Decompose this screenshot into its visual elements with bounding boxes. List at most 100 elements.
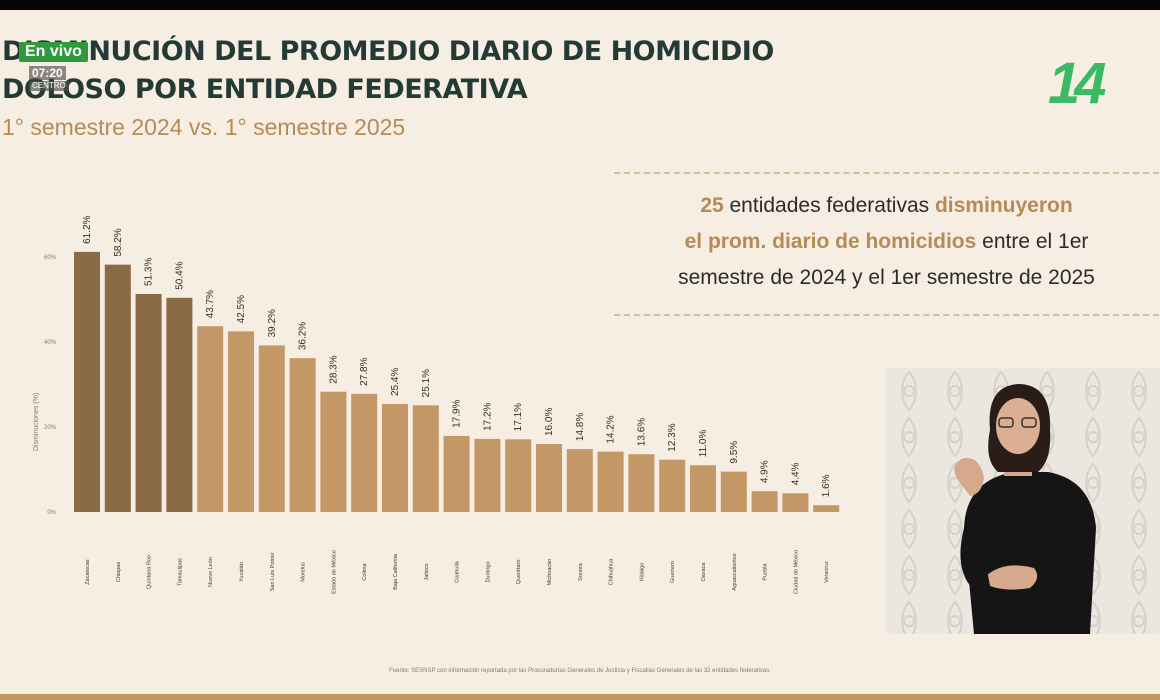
category-label: Baja California <box>393 553 399 590</box>
y-axis-label: Disminuciones (%) <box>33 393 40 451</box>
channel-logo: 14 <box>1048 51 1106 116</box>
category-label: San Luis Potosí <box>270 552 276 591</box>
bar <box>782 493 809 512</box>
bar <box>289 358 316 512</box>
category-label: Puebla <box>763 563 769 581</box>
bar <box>228 331 254 512</box>
title-line-1: DISMINUCIÓN DEL PROMEDIO DIARIO DE HOMIC… <box>2 36 774 67</box>
category-label: Guerrero <box>670 561 676 583</box>
bar-value-label: 13.6% <box>636 418 647 446</box>
bar-value-label: 17.9% <box>452 399 463 427</box>
category-label: Quintana Roo <box>147 555 153 589</box>
bar-value-label: 12.3% <box>667 423 678 451</box>
summary-part-2: entre el 1er <box>976 230 1089 253</box>
bar <box>351 393 378 512</box>
bar <box>166 297 193 512</box>
bar-value-label: 42.5% <box>236 295 247 323</box>
category-label: Estado de México <box>331 550 337 594</box>
y-tick-label: 60% <box>44 255 57 261</box>
bar-value-label: 51.3% <box>144 258 155 286</box>
bar-value-label: 50.4% <box>174 261 185 289</box>
y-tick-label: 40% <box>44 340 57 346</box>
bar-value-label: 27.8% <box>359 357 370 385</box>
category-label: Ciudad de México <box>793 550 799 594</box>
bar <box>474 438 501 512</box>
bar-value-label: 14.8% <box>575 413 586 441</box>
bar-value-label: 14.2% <box>606 415 617 443</box>
summary-number: 25 <box>700 194 724 217</box>
bar-chart: 60% 40% 20% 0% Disminuciones (%) 61.2% Zacatec… <box>33 215 840 594</box>
category-label: Hidalgo <box>639 563 645 582</box>
bar <box>258 345 285 512</box>
bar <box>813 505 840 512</box>
bar <box>412 405 439 512</box>
category-label: Michoacán <box>547 559 553 586</box>
sign-language-interpreter <box>886 368 1160 634</box>
bar <box>690 465 716 512</box>
live-badge: En vivo <box>19 42 88 62</box>
bar <box>197 326 224 512</box>
summary-text: 25 entidades federativas disminuyeron el… <box>614 188 1159 296</box>
bar-value-label: 1.6% <box>821 474 832 497</box>
category-label: Chiapas <box>116 562 122 582</box>
bar-value-label: 11.0% <box>698 430 709 458</box>
category-label: Querétaro <box>516 560 522 585</box>
interpreter-video-icon <box>886 368 1160 634</box>
bar <box>505 439 532 512</box>
page-subtitle: 1° semestre 2024 vs. 1° semestre 2025 <box>2 114 406 140</box>
live-zone: CENTRO <box>29 81 69 91</box>
category-label: Coahuila <box>455 560 461 583</box>
bar <box>597 451 624 512</box>
bar-value-label: 25.4% <box>390 368 401 396</box>
title-line-2: DOLOSO POR ENTIDAD FEDERATIVA <box>2 74 528 105</box>
category-label: Morelos <box>301 562 307 582</box>
category-label: Jalisco <box>424 564 430 581</box>
category-label: Aguascalientes <box>732 553 738 591</box>
summary-highlight-1: disminuyeron <box>934 194 1073 217</box>
y-tick-label: 20% <box>44 425 57 431</box>
summary-part-1: entidades federativas <box>723 194 935 217</box>
live-time: 07:20 <box>29 66 66 80</box>
bar-value-label: 4.4% <box>790 462 801 485</box>
bar-value-label: 36.2% <box>298 322 309 350</box>
category-label: Yucatán <box>239 562 245 582</box>
category-label: Nuevo León <box>208 557 214 587</box>
bar-value-label: 58.2% <box>113 228 124 256</box>
bar-value-label: 28.3% <box>328 355 339 383</box>
category-label: Zacatecas <box>85 559 91 585</box>
top-frame-bar <box>0 0 1160 10</box>
bar-value-label: 39.2% <box>267 309 278 337</box>
bar-value-label: 61.2% <box>82 215 93 243</box>
bar-value-label: 43.7% <box>205 290 216 318</box>
category-label: Veracruz <box>824 561 830 583</box>
bar-value-label: 17.1% <box>513 403 524 431</box>
bar <box>720 471 747 512</box>
chart-source-note: Fuente: SESNSP con información reportada… <box>389 668 771 674</box>
summary-highlight-2: el prom. diario de homicidios <box>684 230 977 253</box>
category-label: Sonora <box>578 562 584 581</box>
category-label: Oaxaca <box>701 562 707 582</box>
bar <box>104 264 131 512</box>
bar-value-label: 16.0% <box>544 408 555 436</box>
page-title: DISMINUCIÓN DEL PROMEDIO DIARIO DE HOMIC… <box>2 33 774 109</box>
category-label: Colima <box>362 563 368 581</box>
bar <box>382 404 408 512</box>
bar <box>566 449 593 512</box>
bar-value-label: 9.5% <box>729 441 740 464</box>
bar <box>135 293 162 512</box>
bottom-frame-bar <box>0 694 1160 700</box>
category-label: Chihuahua <box>609 558 615 586</box>
bar-value-label: 25.1% <box>421 369 432 397</box>
category-label: Tamaulipas <box>177 558 183 586</box>
category-label: Durango <box>485 561 491 582</box>
bar <box>659 459 686 512</box>
summary-callout: 25 entidades federativas disminuyeron el… <box>614 172 1159 316</box>
bar <box>628 454 655 512</box>
bar <box>536 444 562 512</box>
y-tick-label: 0% <box>47 510 56 516</box>
summary-line-3: semestre de 2024 y el 1er semestre de 20… <box>678 266 1095 289</box>
bar-value-label: 4.9% <box>760 460 771 483</box>
bar <box>443 435 470 512</box>
bar <box>74 251 100 512</box>
bar-value-label: 17.2% <box>482 402 493 430</box>
